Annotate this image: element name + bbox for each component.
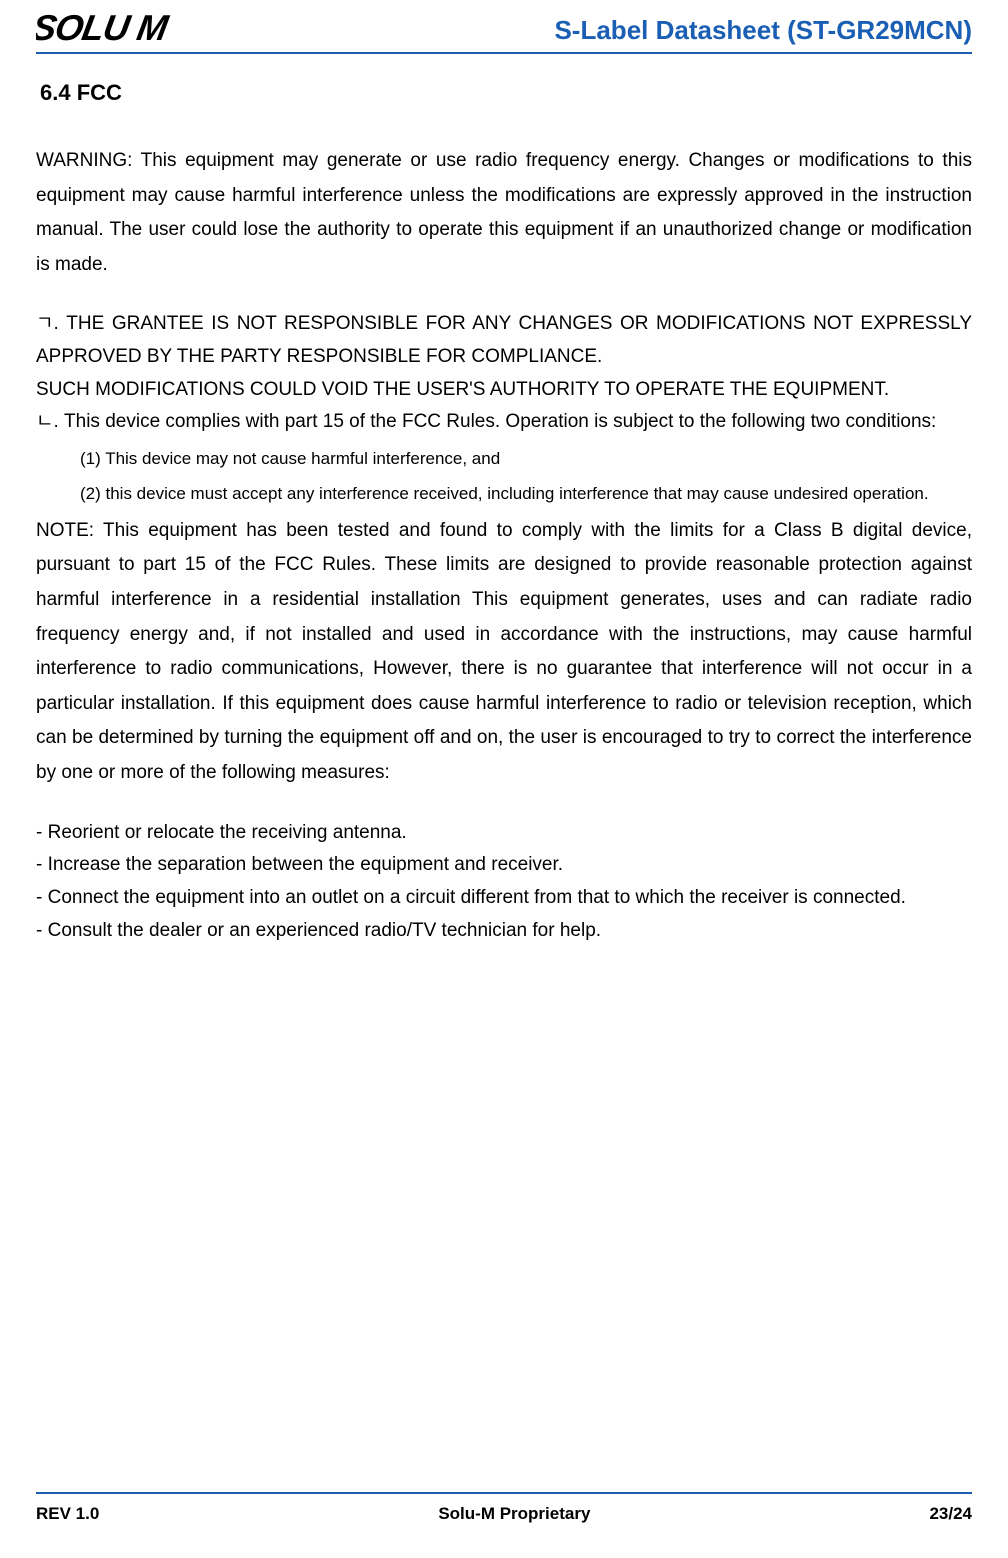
page-footer: REV 1.0 Solu-M Proprietary 23/24 [36, 1492, 972, 1524]
document-title: S-Label Datasheet (ST-GR29MCN) [554, 15, 972, 48]
complies-line: ㄴ. This device complies with part 15 of … [36, 406, 972, 439]
measures-list: - Reorient or relocate the receiving ant… [36, 817, 972, 948]
note-paragraph: NOTE: This equipment has been tested and… [36, 514, 972, 791]
footer-page: 23/24 [929, 1504, 972, 1524]
footer-center: Solu-M Proprietary [438, 1504, 590, 1524]
section-heading: 6.4 FCC [36, 80, 972, 106]
footer-revision: REV 1.0 [36, 1504, 99, 1524]
condition-2: (2) this device must accept any interfer… [36, 478, 972, 509]
logo: SOLU M [36, 8, 226, 48]
measure-item: - Increase the separation between the eq… [36, 849, 972, 882]
measure-item: - Reorient or relocate the receiving ant… [36, 817, 972, 850]
logo-svg: SOLU M [36, 8, 226, 48]
grantee-line-b: SUCH MODIFICATIONS COULD VOID THE USER'S… [36, 374, 972, 407]
page-header: SOLU M S-Label Datasheet (ST-GR29MCN) [36, 0, 972, 54]
content-body: 6.4 FCC WARNING: This equipment may gene… [36, 54, 972, 947]
measure-item: - Consult the dealer or an experienced r… [36, 915, 972, 948]
warning-paragraph: WARNING: This equipment may generate or … [36, 144, 972, 282]
condition-1: (1) This device may not cause harmful in… [36, 443, 972, 474]
svg-text:SOLU M: SOLU M [36, 8, 172, 48]
grantee-line-a: ㄱ. THE GRANTEE IS NOT RESPONSIBLE FOR AN… [36, 308, 972, 373]
measure-item: - Connect the equipment into an outlet o… [36, 882, 972, 915]
